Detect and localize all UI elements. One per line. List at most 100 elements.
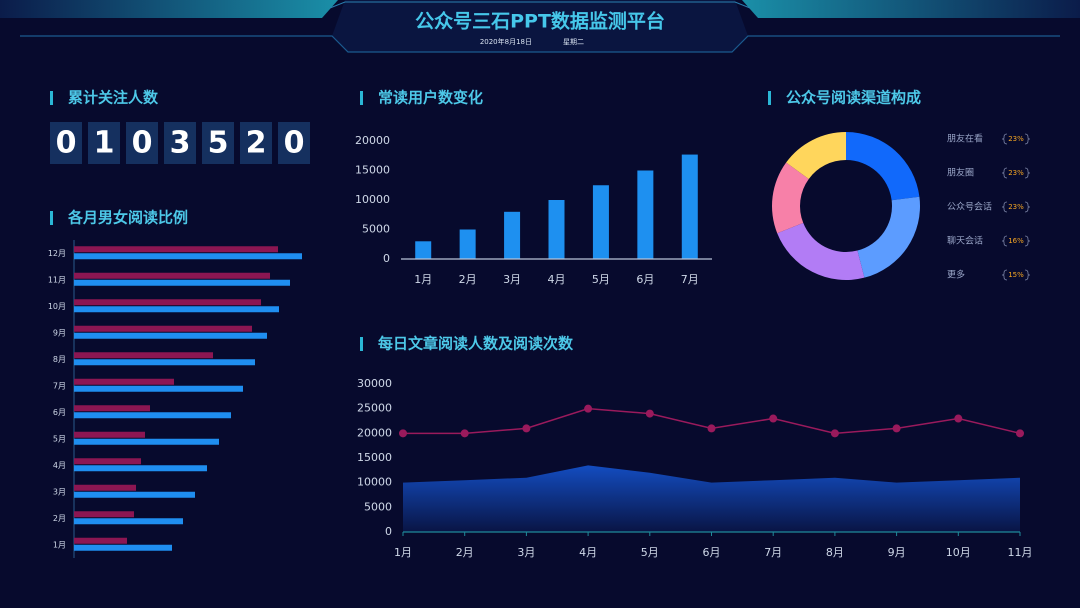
value-label: 16% <box>1008 237 1024 245</box>
bracket <box>1024 269 1031 281</box>
y-tick-label: 8月 <box>53 355 66 364</box>
digit: 0 <box>56 126 77 161</box>
point <box>892 424 901 433</box>
x-tick-label: 11月 <box>1008 546 1033 559</box>
x-tick-label: 5月 <box>641 546 659 559</box>
bar <box>459 229 476 259</box>
section-marker <box>768 91 771 105</box>
bracket <box>1024 133 1031 145</box>
y-tick-label: 15000 <box>357 451 392 464</box>
value-label: 23% <box>1008 169 1024 177</box>
header-glow-left <box>0 0 338 18</box>
y-tick-label: 4月 <box>53 461 66 470</box>
digit: 2 <box>246 126 267 161</box>
bracket <box>1001 269 1008 281</box>
x-tick-label: 3月 <box>517 546 535 559</box>
value-label: 23% <box>1008 203 1024 211</box>
x-tick-label: 3月 <box>503 273 521 286</box>
digit: 3 <box>170 126 191 161</box>
value-label: 15% <box>1008 271 1024 279</box>
point <box>830 429 839 438</box>
y-tick-label: 20000 <box>357 426 392 439</box>
chart-title: 各月男女阅读比例 <box>67 209 188 227</box>
y-tick-label: 1月 <box>53 540 66 549</box>
point <box>399 429 407 438</box>
header-plate <box>332 0 748 52</box>
y-tick-label: 2月 <box>53 514 66 523</box>
digit-box <box>202 122 234 164</box>
point <box>584 404 593 413</box>
bar <box>74 299 261 306</box>
bracket <box>1024 201 1031 213</box>
y-tick-label: 15000 <box>355 164 390 177</box>
bar <box>74 378 174 385</box>
point <box>769 414 778 423</box>
pie-slice <box>846 132 920 201</box>
bar <box>74 511 134 518</box>
pie-slice <box>772 162 809 234</box>
digit-box <box>278 122 310 164</box>
pie-slice <box>786 132 846 179</box>
section-marker <box>360 337 363 351</box>
y-tick-label: 12月 <box>48 249 66 258</box>
section-marker <box>360 91 363 105</box>
digit-box <box>164 122 196 164</box>
header-line-top <box>329 1 751 9</box>
bar <box>681 154 698 259</box>
chart-title: 常读用户数变化 <box>378 89 483 107</box>
bar <box>548 200 565 259</box>
bar <box>74 359 255 366</box>
digit-box <box>240 122 272 164</box>
x-tick-label: 9月 <box>888 546 906 559</box>
bar <box>74 537 127 544</box>
bar <box>74 491 195 498</box>
digit: 1 <box>94 126 115 161</box>
x-tick-label: 4月 <box>579 546 597 559</box>
y-tick-label: 11月 <box>48 275 66 284</box>
digit: 0 <box>132 126 153 161</box>
header-glow-right <box>742 0 1080 18</box>
pie-slice <box>777 222 865 281</box>
point <box>645 409 654 418</box>
bar <box>74 246 278 253</box>
x-tick-label: 8月 <box>826 546 844 559</box>
chart-title: 每日文章阅读人数及阅读次数 <box>378 335 574 353</box>
y-tick-label: 5000 <box>364 500 392 513</box>
bar <box>74 405 150 412</box>
header-title: 公众号三石PPT数据监测平台 <box>415 10 665 33</box>
section-marker <box>50 211 53 225</box>
y-tick-label: 30000 <box>357 377 392 390</box>
x-tick-label: 5月 <box>592 273 610 286</box>
bracket <box>1001 235 1008 247</box>
bar <box>74 385 243 392</box>
x-tick-label: 6月 <box>703 546 721 559</box>
point <box>707 424 716 433</box>
bar <box>74 412 231 419</box>
y-tick-label: 5000 <box>362 223 390 236</box>
point <box>1016 429 1024 438</box>
bar <box>74 431 145 438</box>
bar <box>74 272 270 279</box>
bar <box>74 518 183 525</box>
y-tick-label: 3月 <box>53 487 66 496</box>
bar <box>415 241 432 259</box>
point <box>460 429 469 438</box>
section-title: 累计关注人数 <box>68 89 159 107</box>
bar <box>74 279 290 286</box>
legend-label: 更多 <box>947 269 965 281</box>
x-tick-label: 4月 <box>548 273 566 286</box>
bar <box>74 306 279 313</box>
y-tick-label: 10月 <box>48 302 66 311</box>
bracket <box>1001 201 1008 213</box>
digit-box <box>50 122 82 164</box>
y-tick-label: 6月 <box>53 408 66 417</box>
x-tick-label: 1月 <box>414 273 432 286</box>
bar <box>74 484 136 491</box>
bar <box>592 185 609 259</box>
point <box>954 414 963 423</box>
digit-box <box>88 122 120 164</box>
legend-label: 公众号会话 <box>947 201 992 213</box>
y-tick-label: 7月 <box>53 381 66 390</box>
